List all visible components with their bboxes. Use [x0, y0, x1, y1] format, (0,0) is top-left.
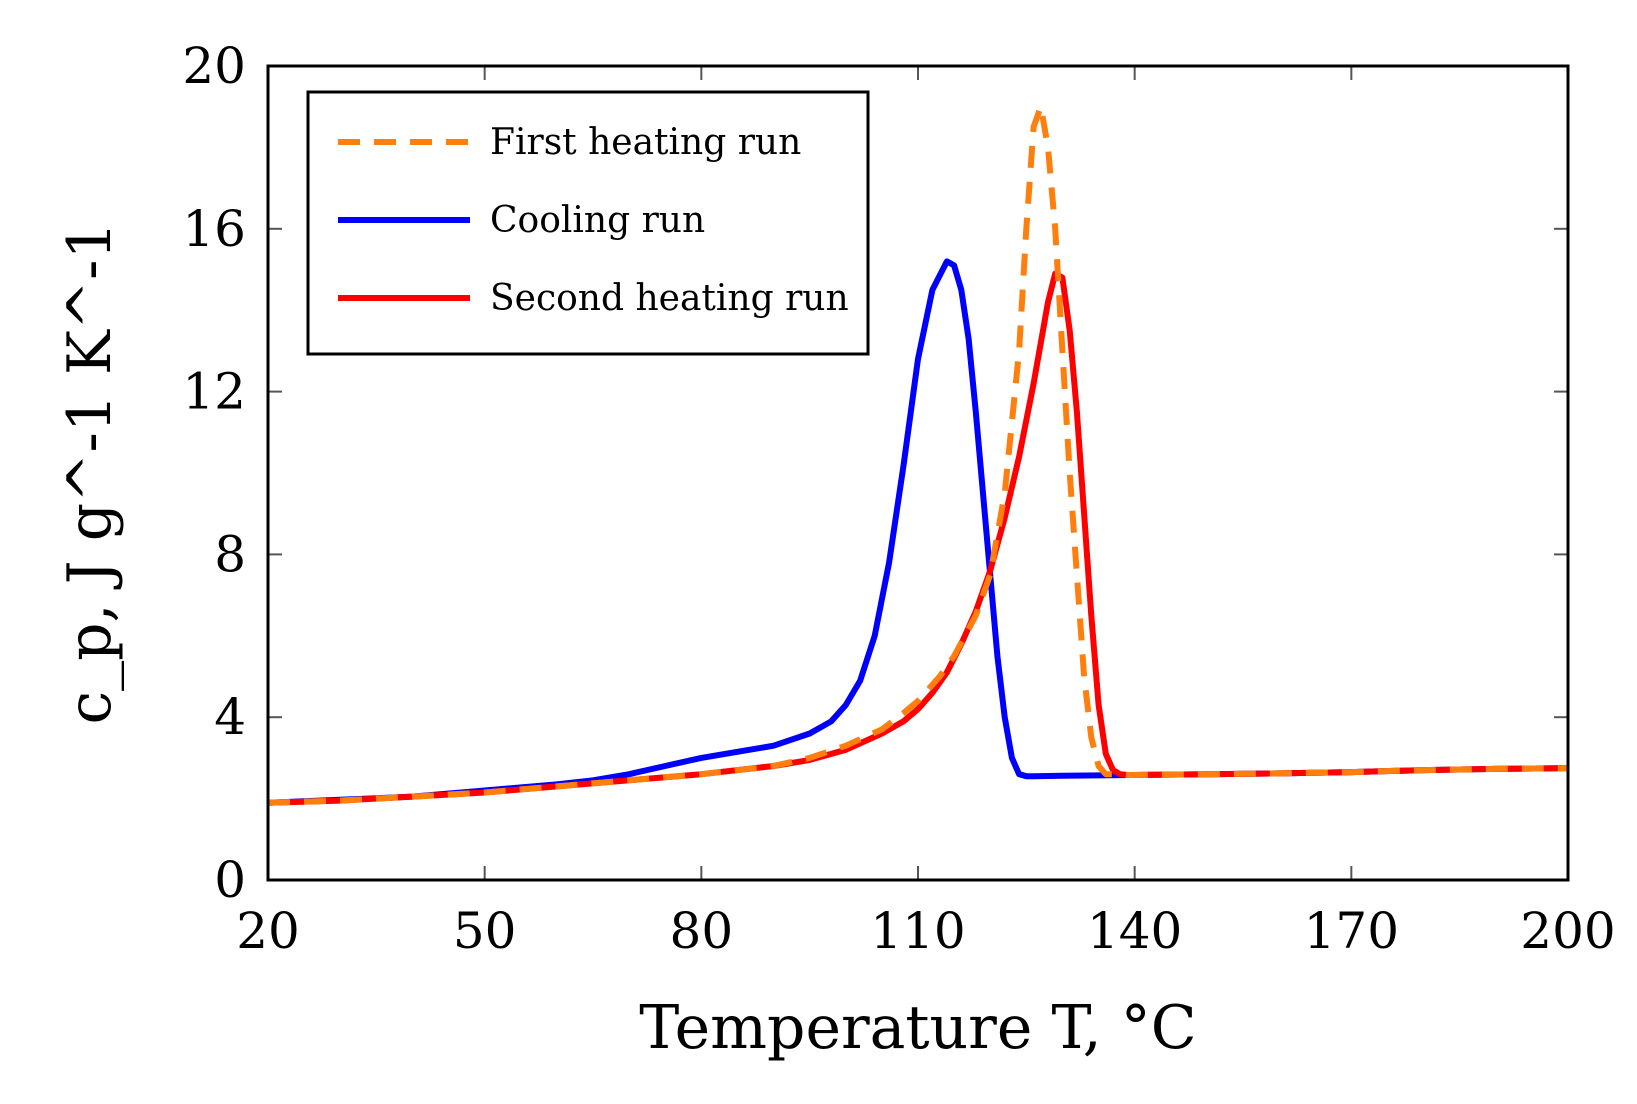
y-tick-label: 4	[214, 688, 246, 746]
x-axis-label: Temperature T, °C	[639, 993, 1196, 1063]
y-tick-label: 16	[182, 200, 246, 258]
y-tick-label: 12	[182, 363, 246, 421]
x-tick-label: 80	[670, 902, 734, 960]
y-tick-labels: 0 4 8 12 16 20	[182, 37, 246, 909]
series-line-first-heating-run	[267, 103, 1569, 806]
legend-label: Second heating run	[490, 278, 849, 319]
x-tick-label: 140	[1087, 902, 1182, 960]
x-tick-label: 50	[453, 902, 517, 960]
legend: First heating run Cooling run Second heati…	[306, 90, 870, 356]
legend-label: Cooling run	[490, 200, 705, 241]
x-tick-label: 110	[870, 902, 965, 960]
x-tick-label: 170	[1304, 902, 1399, 960]
legend-label: First heating run	[490, 122, 801, 163]
x-tick-labels: 20 50 80 110 140 170 200	[236, 902, 1616, 960]
series-line-cooling-run	[267, 258, 1569, 806]
series-layer	[267, 103, 1569, 806]
y-tick-label: 20	[182, 37, 246, 95]
x-tick-label: 20	[236, 902, 300, 960]
y-axis-label: c_p, J g^-1 K^-1	[55, 221, 125, 724]
y-tick-label: 0	[214, 851, 246, 909]
plot-frame	[266, 64, 1570, 882]
x-tick-label: 200	[1520, 902, 1615, 960]
y-tick-label: 8	[214, 525, 246, 583]
